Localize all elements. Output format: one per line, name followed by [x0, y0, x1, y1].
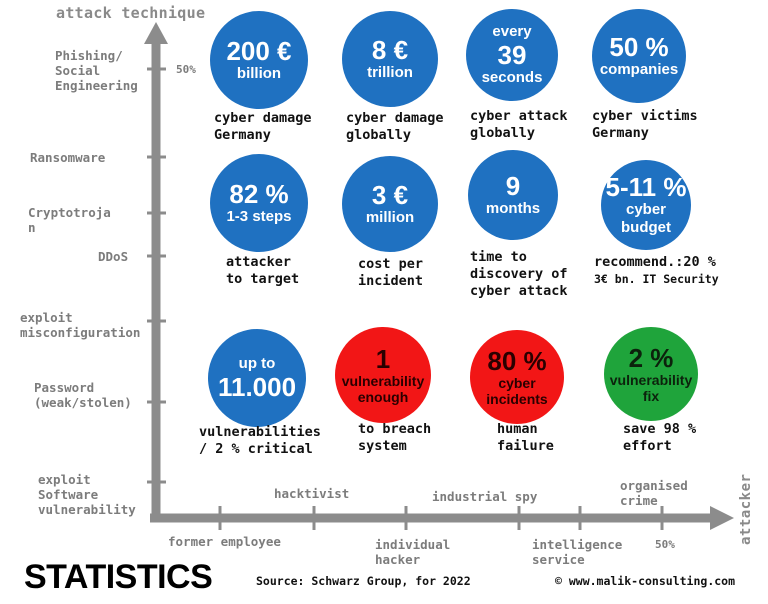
stat-caption-damage-germany: cyber damage Germany	[214, 110, 312, 143]
stat-unit: cyber incidents	[486, 375, 548, 407]
stat-value: 82 %	[229, 179, 289, 209]
stat-caption-human-failure: human failure	[497, 421, 554, 454]
stat-caption-damage-globally: cyber damage globally	[346, 110, 444, 143]
x-axis-percent: 50%	[655, 538, 675, 551]
stat-circle-human-failure: 80 % cyber incidents	[470, 330, 564, 424]
stat-circle-cost-incident: 3 € million	[342, 156, 438, 252]
stat-circle-vulnerability-fix: 2 % vulnerability fix	[604, 327, 698, 421]
y-axis-title: attack technique	[56, 4, 206, 22]
stat-circle-vulnerabilities: up to 11.000	[208, 329, 306, 427]
stat-caption-vulnerabilities: vulnerabilities / 2 % critical	[199, 424, 321, 457]
stat-caption-discovery-time: time to discovery of cyber attack	[470, 249, 568, 299]
y-label-phishing: Phishing/ Social Engineering	[55, 48, 138, 93]
stat-unit: companies	[599, 61, 679, 78]
stat-prefix: up to	[238, 355, 276, 372]
stat-caption-cyber-budget: recommend.:20 %	[594, 254, 716, 270]
source-note: Source: Schwarz Group, for 2022	[256, 574, 471, 588]
stat-circle-attacker-steps: 82 % 1-3 steps	[210, 154, 308, 252]
stat-circle-cyber-budget: 5-11 % cyber budget	[601, 160, 691, 250]
stat-value: 2 %	[628, 343, 674, 373]
page-title: STATISTICS	[24, 558, 213, 596]
stat-circle-attack-frequency: every 39 seconds	[466, 9, 558, 101]
y-label-software-vulnerability: exploit Software vulnerability	[38, 472, 136, 517]
stat-unit: 1-3 steps	[226, 208, 292, 225]
y-ticks	[147, 67, 166, 484]
x-label-industrial-spy: industrial spy	[432, 489, 538, 504]
stat-value: 3 €	[371, 180, 409, 210]
stat-circle-damage-germany: 200 € billion	[210, 11, 308, 109]
x-label-former-employee: former employee	[168, 534, 281, 549]
stat-unit: seconds	[481, 69, 543, 86]
stat-circle-breach: 1 vulnerability enough	[335, 327, 431, 423]
stat-caption-attacker-steps: attacker to target	[226, 254, 300, 287]
stat-value: 8 €	[371, 35, 409, 65]
stat-value: 50 %	[609, 32, 669, 62]
y-label-misconfiguration: exploit misconfiguration	[20, 310, 141, 340]
x-label-hacktivist: hacktivist	[274, 486, 350, 501]
stat-value: 11.000	[217, 372, 297, 402]
stat-caption-attack-frequency: cyber attack globally	[470, 108, 568, 141]
x-axis-title: attacker	[738, 473, 754, 545]
stat-prefix: every	[492, 23, 532, 40]
y-axis-percent: 50%	[176, 63, 196, 76]
stat-value: 5-11 %	[605, 172, 687, 202]
y-label-ddos: DDoS	[98, 249, 129, 264]
stat-caption-victims-germany: cyber victims Germany	[592, 108, 698, 141]
y-axis-arrow	[144, 22, 168, 44]
stat-value: 9	[505, 171, 521, 201]
stat-caption-it-security: 3€ bn. IT Security	[594, 272, 719, 286]
stat-value: 39	[497, 40, 527, 70]
stat-unit: months	[485, 200, 541, 217]
x-label-individual-hacker: individual hacker	[375, 537, 451, 567]
stat-circle-victims-germany: 50 % companies	[592, 9, 686, 103]
x-ticks	[218, 506, 664, 530]
stat-unit: vulnerability fix	[609, 372, 693, 404]
website-credit: © www.malik-consulting.com	[555, 574, 736, 588]
stat-unit: cyber budget	[621, 201, 671, 236]
x-label-intelligence-service: intelligence service	[532, 537, 623, 567]
stat-circle-discovery-time: 9 months	[468, 150, 558, 240]
stat-value: 1	[375, 344, 391, 374]
stat-unit: billion	[236, 65, 282, 82]
y-label-cryptotrojan: Cryptotroja n	[28, 205, 111, 235]
stat-caption-cost-incident: cost per incident	[358, 256, 424, 289]
stat-unit: trillion	[367, 64, 413, 81]
y-label-password: Password (weak/stolen)	[34, 380, 132, 410]
stat-caption-breach: to breach system	[358, 421, 432, 454]
stat-unit: million	[365, 209, 415, 226]
x-axis-arrow	[710, 506, 734, 530]
stat-value: 200 €	[226, 36, 292, 66]
stat-value: 80 %	[487, 346, 547, 376]
stat-unit: vulnerability enough	[341, 373, 425, 405]
stat-circle-damage-globally: 8 € trillion	[342, 11, 438, 107]
y-label-ransomware: Ransomware	[30, 150, 106, 165]
x-label-organised-crime: organised crime	[620, 478, 688, 508]
stat-caption-vulnerability-fix: save 98 % effort	[623, 421, 697, 454]
